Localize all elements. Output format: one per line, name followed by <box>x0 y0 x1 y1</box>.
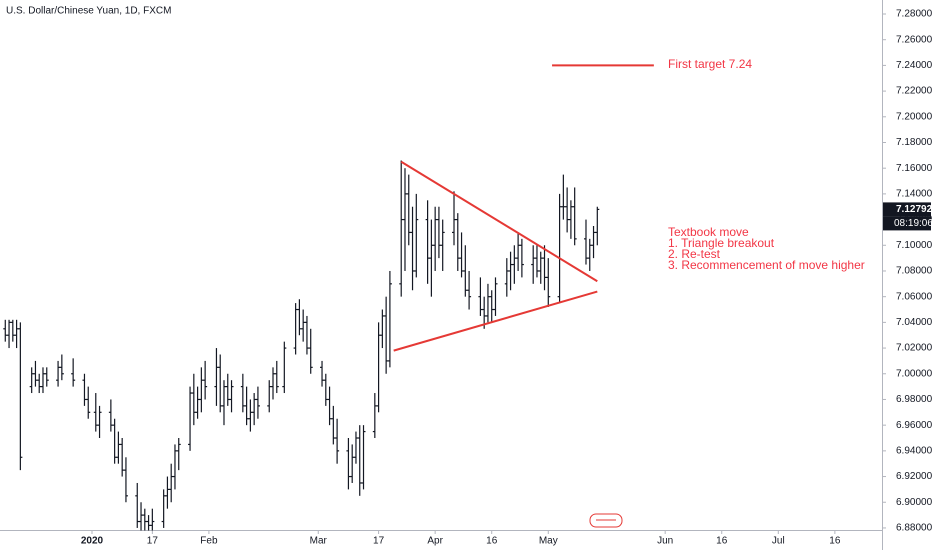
note-line: Textbook move <box>668 225 749 239</box>
x-tick-label: Jun <box>657 536 673 547</box>
events-icon[interactable] <box>589 513 623 528</box>
x-tick-label: Mar <box>310 536 328 547</box>
countdown-tag <box>883 216 931 231</box>
y-tick-label: 7.16000 <box>896 163 932 174</box>
y-tick-label: 7.06000 <box>896 291 932 302</box>
y-tick-label: 6.88000 <box>896 523 932 534</box>
x-tick-label: 16 <box>716 536 728 547</box>
x-tick-label: Jul <box>772 536 785 547</box>
y-tick-label: 7.18000 <box>896 137 932 148</box>
note-line: 3. Recommencement of move higher <box>668 258 865 272</box>
x-tick-label: Feb <box>200 536 218 547</box>
x-tick-label: 2020 <box>81 536 104 547</box>
trendline <box>393 290 598 352</box>
countdown-label: 08:19:06 <box>894 218 932 229</box>
y-tick-label: 7.10000 <box>896 240 932 251</box>
x-tick-label: Apr <box>427 536 443 547</box>
note-line: 1. Triangle breakout <box>668 236 775 250</box>
y-tick-label: 7.14000 <box>896 189 932 200</box>
y-tick-label: 7.02000 <box>896 343 932 354</box>
chart-title: U.S. Dollar/Chinese Yuan, 1D, FXCM <box>6 6 171 17</box>
y-tick-label: 6.92000 <box>896 471 932 482</box>
target-note: First target 7.24 <box>668 57 752 71</box>
x-tick-label: 16 <box>829 536 841 547</box>
y-tick-label: 7.20000 <box>896 111 932 122</box>
y-tick-label: 7.28000 <box>896 9 932 20</box>
y-tick-label: 6.94000 <box>896 445 932 456</box>
y-tick-label: 7.22000 <box>896 86 932 97</box>
y-tick-label: 7.24000 <box>896 60 932 71</box>
y-tick-label: 6.96000 <box>896 420 932 431</box>
x-tick-label: 16 <box>486 536 498 547</box>
y-tick-label: 6.90000 <box>896 497 932 508</box>
trendline <box>400 160 598 283</box>
y-tick-label: 7.00000 <box>896 368 932 379</box>
y-tick-label: 7.04000 <box>896 317 932 328</box>
last-price-label: 7.12792 <box>896 204 932 215</box>
x-tick-label: 17 <box>147 536 159 547</box>
y-tick-label: 6.98000 <box>896 394 932 405</box>
y-tick-label: 7.26000 <box>896 34 932 45</box>
note-line: 2. Re-test <box>668 247 721 261</box>
y-tick-label: 7.08000 <box>896 266 932 277</box>
last-price-tag <box>883 202 931 217</box>
x-tick-label: May <box>539 536 558 547</box>
bars <box>3 160 600 531</box>
x-tick-label: 17 <box>373 536 385 547</box>
